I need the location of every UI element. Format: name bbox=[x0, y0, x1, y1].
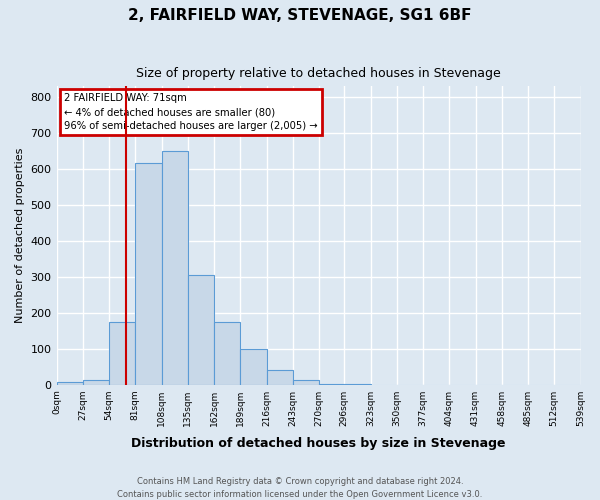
Bar bbox=[188, 275, 214, 384]
Text: Contains HM Land Registry data © Crown copyright and database right 2024.
Contai: Contains HM Land Registry data © Crown c… bbox=[118, 478, 482, 499]
Text: 2, FAIRFIELD WAY, STEVENAGE, SG1 6BF: 2, FAIRFIELD WAY, STEVENAGE, SG1 6BF bbox=[128, 8, 472, 22]
Bar bbox=[214, 322, 240, 384]
Bar bbox=[109, 322, 135, 384]
Y-axis label: Number of detached properties: Number of detached properties bbox=[15, 148, 25, 323]
Bar bbox=[240, 348, 266, 384]
Bar bbox=[266, 370, 293, 384]
X-axis label: Distribution of detached houses by size in Stevenage: Distribution of detached houses by size … bbox=[131, 437, 506, 450]
Title: Size of property relative to detached houses in Stevenage: Size of property relative to detached ho… bbox=[136, 68, 501, 80]
Bar bbox=[135, 163, 161, 384]
Bar bbox=[83, 380, 109, 384]
Bar bbox=[56, 382, 83, 384]
Bar bbox=[161, 150, 188, 384]
Bar bbox=[293, 380, 319, 384]
Text: 2 FAIRFIELD WAY: 71sqm
← 4% of detached houses are smaller (80)
96% of semi-deta: 2 FAIRFIELD WAY: 71sqm ← 4% of detached … bbox=[64, 94, 318, 132]
